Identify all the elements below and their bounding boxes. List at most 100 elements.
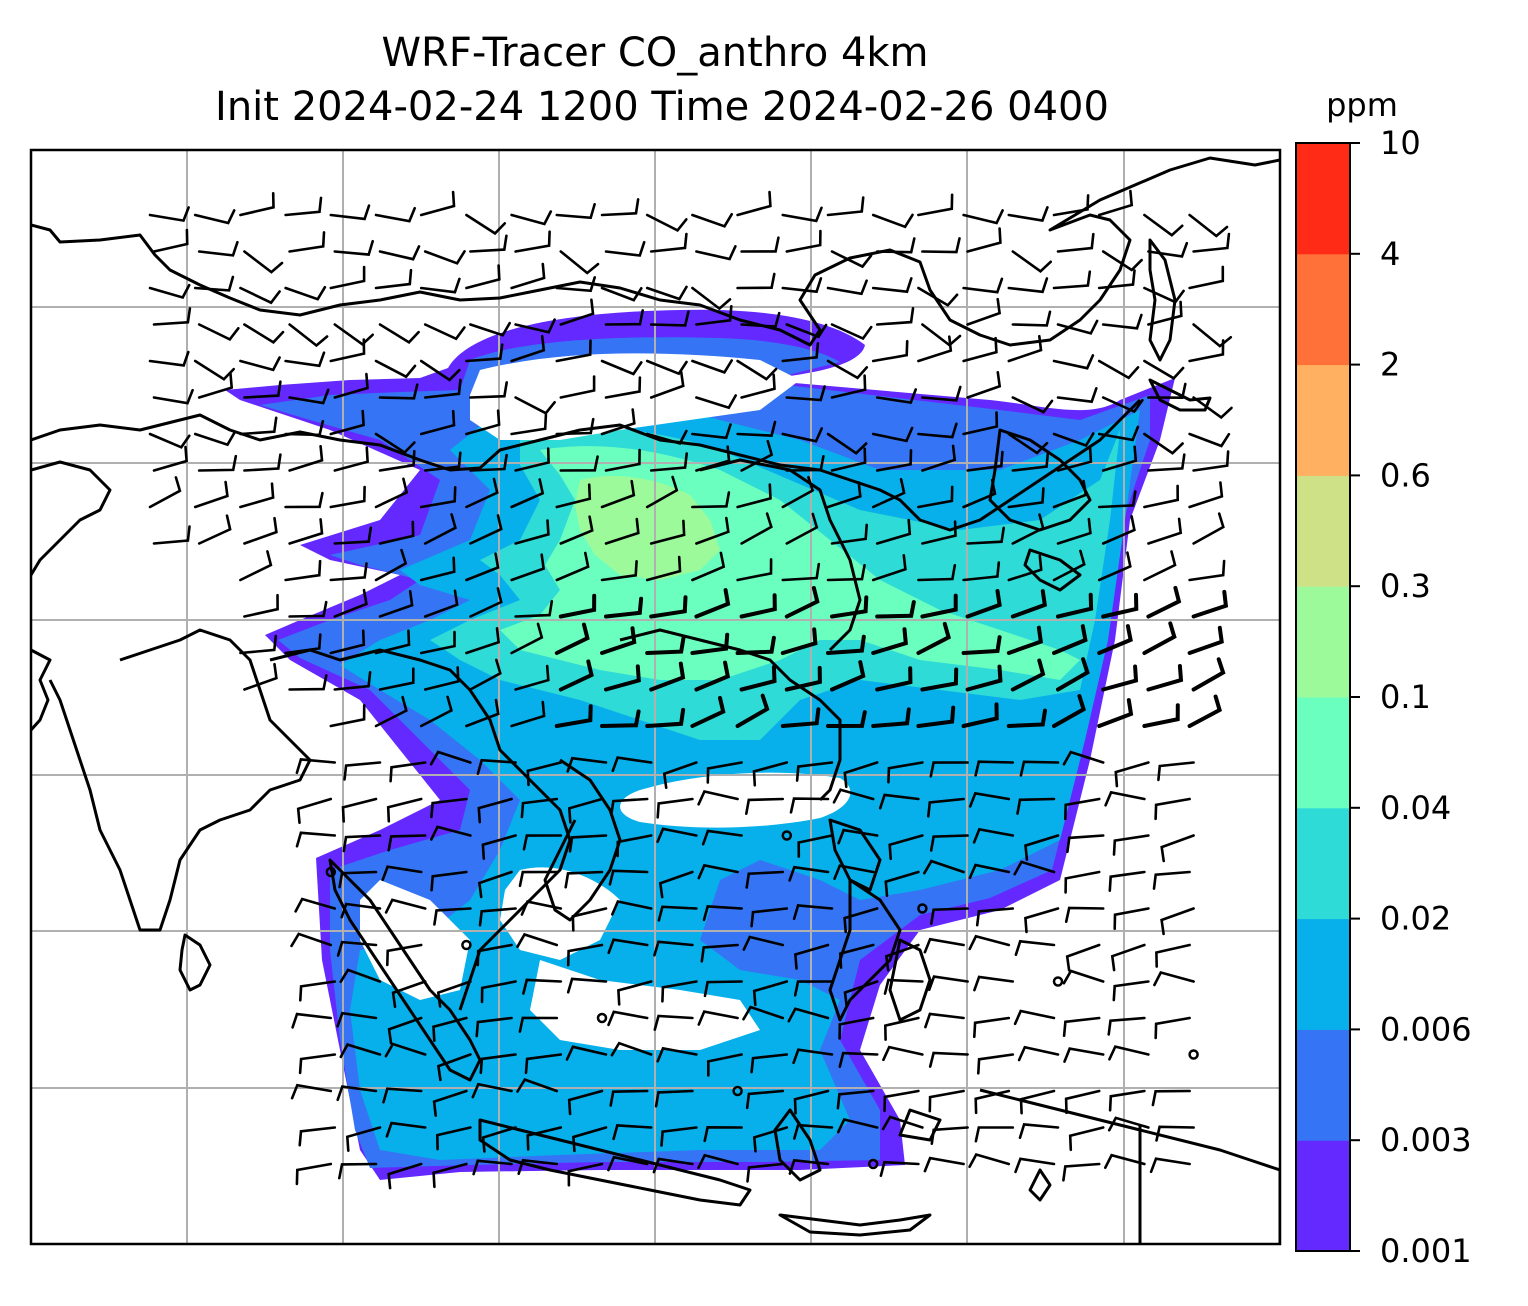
wind-barb	[927, 797, 965, 818]
wind-barb	[1052, 624, 1088, 655]
wind-barb	[884, 870, 920, 897]
wind-barb	[1052, 354, 1095, 370]
wind-barb	[656, 827, 698, 844]
wind-barb	[284, 196, 323, 217]
wind-barb	[1142, 703, 1180, 728]
wind-barb	[600, 479, 636, 509]
wind-barb	[645, 359, 688, 376]
colorbar-tick-label: 0.04	[1380, 789, 1451, 827]
wind-barb	[691, 491, 731, 509]
wind-barb	[881, 1115, 924, 1131]
wind-barb	[1011, 396, 1054, 414]
wind-barb	[1052, 694, 1086, 728]
wind-barb	[928, 1051, 969, 1068]
wind-barb	[340, 902, 382, 919]
wind-barb	[792, 904, 834, 921]
wind-barb	[649, 519, 686, 545]
wind-barb	[752, 761, 789, 787]
wind-barb	[930, 907, 969, 925]
wind-barb	[917, 485, 954, 509]
wind-barb	[695, 516, 730, 545]
wind-barb	[703, 980, 743, 998]
wind-barb	[645, 555, 682, 582]
wind-barb	[875, 449, 913, 472]
wind-barb	[1143, 484, 1180, 509]
wind-barb	[469, 234, 508, 253]
wind-barb	[432, 1089, 468, 1117]
wind-barb	[974, 760, 1015, 777]
wind-barb	[469, 381, 508, 399]
wind-barb	[516, 932, 559, 948]
wind-barb	[296, 797, 333, 824]
wind-calm-marker	[1188, 1049, 1199, 1060]
wind-barb	[843, 761, 879, 789]
wind-barb	[152, 388, 194, 405]
wind-barb	[736, 420, 777, 437]
wind-barb	[752, 980, 789, 1007]
wind-barb	[1011, 513, 1045, 545]
wind-barb	[1101, 592, 1139, 619]
wind-barb	[339, 1043, 382, 1059]
wind-barb	[432, 1162, 468, 1189]
wind-barb	[1101, 396, 1144, 414]
wind-barb	[653, 940, 694, 957]
wind-barb	[875, 237, 916, 254]
wind-barb	[921, 385, 962, 402]
wind-barb	[1056, 592, 1094, 619]
wind-barb	[795, 761, 834, 782]
wind-barb	[239, 416, 278, 436]
wind-barb	[386, 943, 423, 967]
wind-barb	[740, 373, 776, 399]
colorbar-swatch-0.1	[1296, 586, 1350, 698]
wind-barb	[750, 1053, 789, 1074]
wind-barb	[916, 705, 956, 728]
wind-barb	[871, 627, 908, 655]
wind-barb	[658, 870, 694, 899]
wind-barb	[465, 477, 499, 509]
wind-barb	[662, 761, 698, 789]
wind-barb	[1010, 589, 1048, 619]
wind-barb	[193, 480, 229, 509]
wind-barb	[656, 1046, 698, 1063]
wind-barb	[703, 1125, 743, 1143]
wind-barb	[477, 870, 513, 899]
wind-barb	[386, 797, 423, 823]
wind-barb	[295, 758, 337, 775]
wind-barb	[1147, 453, 1186, 472]
wind-barb	[645, 707, 686, 728]
wind-barb	[555, 417, 595, 436]
wind-barb	[419, 359, 461, 382]
wind-barb	[838, 1016, 875, 1040]
wind-barb	[917, 286, 959, 307]
wind-barb	[419, 695, 453, 728]
wind-barb	[284, 559, 322, 582]
wind-barb	[475, 1016, 513, 1038]
map-panel[interactable]	[31, 150, 1280, 1244]
wind-calm-marker	[867, 1158, 879, 1170]
wind-barb	[1114, 761, 1150, 788]
wind-barb	[1143, 359, 1185, 380]
wind-barb	[555, 339, 592, 363]
wind-barb	[329, 629, 366, 655]
wind-barb	[695, 245, 737, 261]
wind-barb	[780, 707, 821, 728]
wind-barb	[1062, 1162, 1101, 1182]
wind-barb	[152, 525, 191, 545]
wind-barb	[691, 423, 732, 440]
wind-barb	[197, 323, 240, 342]
wind-barb	[968, 934, 1011, 951]
wind-barb	[1110, 943, 1146, 972]
wind-barb	[1153, 970, 1195, 987]
wind-barb	[558, 659, 594, 692]
wind-barb	[645, 475, 679, 509]
wind-barb	[781, 342, 820, 363]
wind-barb	[329, 338, 366, 363]
wind-barbs	[148, 189, 1233, 1190]
wind-barb	[611, 756, 653, 773]
wind-barb	[701, 829, 743, 846]
wind-barb	[745, 1089, 785, 1110]
wind-barb	[972, 827, 1015, 844]
wind-barb	[197, 240, 239, 257]
wind-barb	[661, 980, 698, 1003]
wind-barb	[387, 1016, 423, 1045]
